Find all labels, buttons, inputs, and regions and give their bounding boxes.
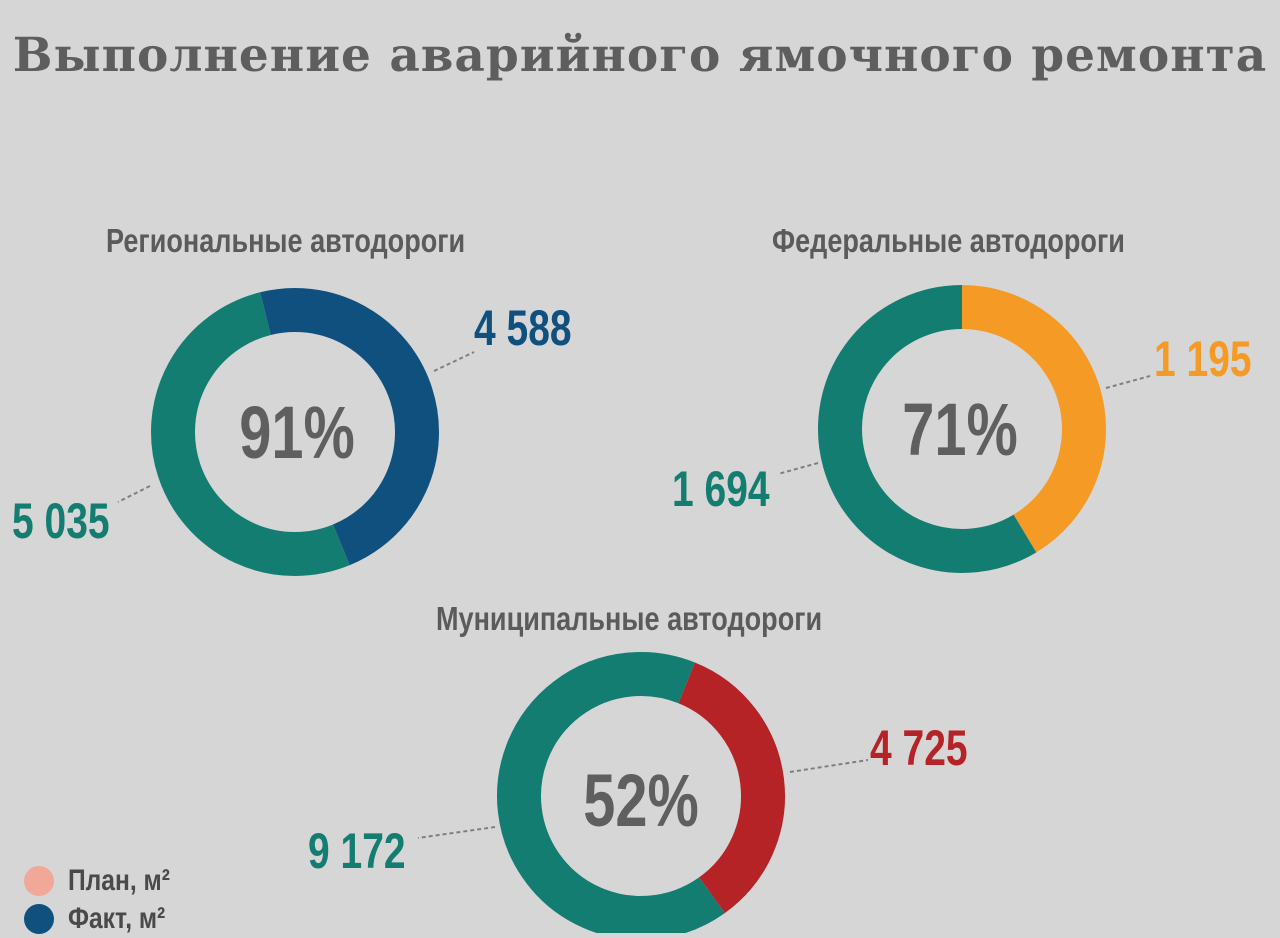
leader-federal-plan	[777, 462, 819, 475]
chart-title-municipal: Муниципальные автодороги	[436, 600, 823, 637]
donut-federal-fact-segment	[961, 285, 1106, 553]
leader-regional-fact	[433, 351, 475, 372]
donut-municipal-fact-segment	[677, 662, 785, 914]
donut-federal-plan-value: 1 694	[672, 460, 770, 517]
leader-regional-plan	[117, 485, 151, 503]
donut-municipal-plan-segment	[497, 652, 725, 933]
donut-federal-fact-value: 1 195	[1154, 330, 1252, 387]
donut-federal-plan-segment	[818, 285, 1037, 573]
legend-swatch-fact	[24, 904, 54, 934]
donut-regional-percent: 91%	[239, 392, 355, 475]
donut-municipal-fact-value: 4 725	[870, 719, 968, 776]
donut-municipal-percent: 52%	[583, 760, 699, 843]
legend-swatch-plan	[24, 866, 54, 896]
donut-regional-plan-value: 5 035	[12, 492, 110, 549]
chart-title-regional: Региональные автодороги	[106, 222, 466, 259]
legend: План, м² Факт, м²	[24, 862, 192, 938]
donut-municipal-plan-value: 9 172	[308, 822, 406, 879]
chart-title-federal: Федеральные автодороги	[772, 222, 1125, 259]
leader-municipal-fact	[789, 759, 869, 773]
page-title: Выполнение аварийного ямочного ремонта	[12, 28, 1268, 83]
donut-regional-plan-segment	[151, 292, 350, 576]
legend-label-fact: Факт, м²	[68, 902, 166, 935]
leader-federal-fact	[1105, 375, 1151, 389]
leader-municipal-plan	[417, 826, 496, 839]
donut-regional-fact-segment	[260, 288, 439, 566]
donut-federal-percent: 71%	[902, 389, 1018, 472]
legend-item-fact: Факт, м²	[24, 900, 192, 938]
donut-regional-fact-value: 4 588	[474, 299, 572, 356]
legend-label-plan: План, м²	[68, 864, 170, 897]
legend-item-plan: План, м²	[24, 862, 192, 900]
